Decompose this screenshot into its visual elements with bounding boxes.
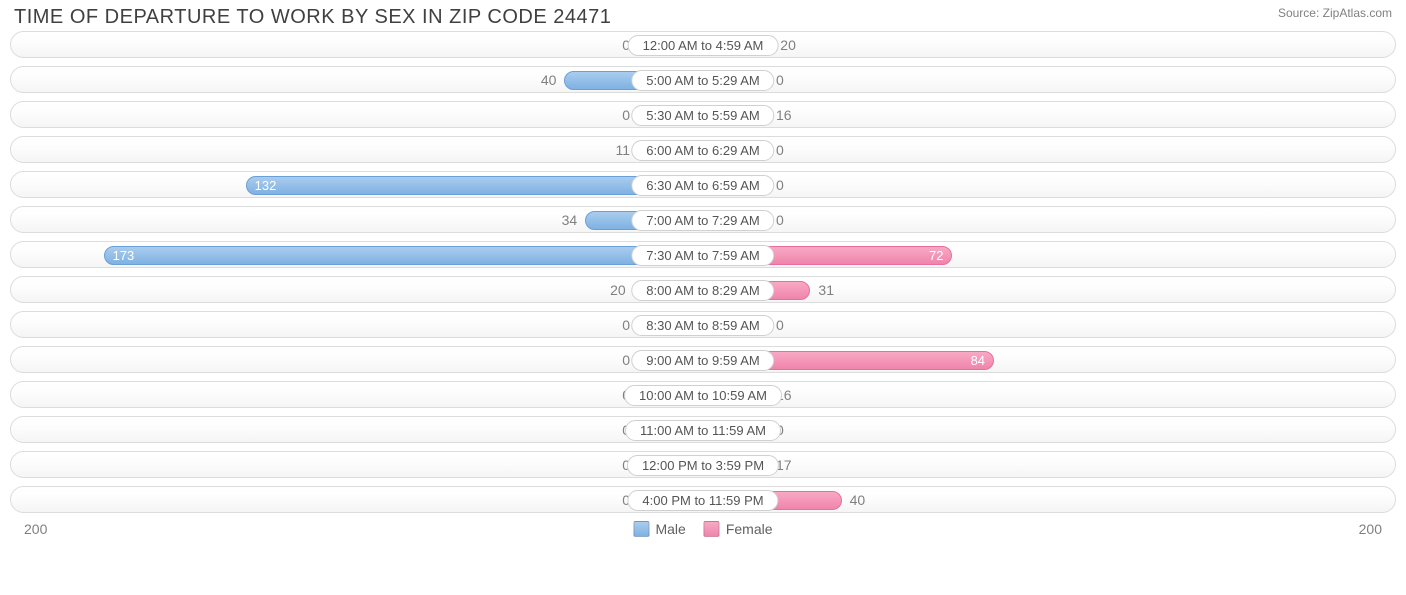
chart-row: 008:30 AM to 8:59 AM	[10, 311, 1396, 338]
category-label: 12:00 PM to 3:59 PM	[627, 455, 779, 476]
category-label: 8:30 AM to 8:59 AM	[631, 315, 774, 336]
chart-row: 13206:30 AM to 6:59 AM	[10, 171, 1396, 198]
category-label: 7:30 AM to 7:59 AM	[631, 245, 774, 266]
category-label: 12:00 AM to 4:59 AM	[628, 35, 779, 56]
chart-source: Source: ZipAtlas.com	[1278, 6, 1392, 20]
legend: Male Female	[633, 521, 772, 537]
chart-row: 0011:00 AM to 11:59 AM	[10, 416, 1396, 443]
chart-row: 20 31 8:00 AM to 8:29 AM	[10, 276, 1396, 303]
chart-row: 1106:00 AM to 6:29 AM	[10, 136, 1396, 163]
legend-item-female: Female	[704, 521, 773, 537]
chart-header: TIME OF DEPARTURE TO WORK BY SEX IN ZIP …	[0, 0, 1406, 31]
male-value: 40	[541, 67, 563, 92]
legend-item-male: Male	[633, 521, 685, 537]
legend-label-female: Female	[726, 521, 773, 537]
chart-row: 3407:00 AM to 7:29 AM	[10, 206, 1396, 233]
category-label: 5:00 AM to 5:29 AM	[631, 70, 774, 91]
chart-row: 4005:00 AM to 5:29 AM	[10, 66, 1396, 93]
category-label: 10:00 AM to 10:59 AM	[624, 385, 782, 406]
male-value: 20	[610, 277, 632, 302]
category-label: 9:00 AM to 9:59 AM	[631, 350, 774, 371]
category-label: 4:00 PM to 11:59 PM	[627, 490, 778, 511]
chart-row: 173727:30 AM to 7:59 AM	[10, 241, 1396, 268]
diverging-bar-chart: 02012:00 AM to 4:59 AM 4005:00 AM to 5:29…	[0, 31, 1406, 513]
category-label: 8:00 AM to 8:29 AM	[631, 280, 774, 301]
chart-row: 01610:00 AM to 10:59 AM	[10, 381, 1396, 408]
chart-row: 01712:00 PM to 3:59 PM	[10, 451, 1396, 478]
male-bar: 173	[104, 246, 703, 265]
female-value: 40	[844, 487, 866, 512]
chart-row: 0849:00 AM to 9:59 AM	[10, 346, 1396, 373]
axis-max-right: 200	[1359, 521, 1382, 537]
category-label: 11:00 AM to 11:59 AM	[625, 420, 781, 441]
swatch-male	[633, 521, 649, 537]
chart-footer: 200 Male Female 200	[0, 519, 1406, 543]
swatch-female	[704, 521, 720, 537]
male-value: 34	[562, 207, 584, 232]
legend-label-male: Male	[655, 521, 685, 537]
chart-title: TIME OF DEPARTURE TO WORK BY SEX IN ZIP …	[14, 6, 611, 29]
category-label: 5:30 AM to 5:59 AM	[631, 105, 774, 126]
category-label: 6:30 AM to 6:59 AM	[631, 175, 774, 196]
axis-max-left: 200	[24, 521, 47, 537]
chart-row: 0404:00 PM to 11:59 PM	[10, 486, 1396, 513]
female-value: 31	[812, 277, 834, 302]
chart-row: 02012:00 AM to 4:59 AM	[10, 31, 1396, 58]
category-label: 6:00 AM to 6:29 AM	[631, 140, 774, 161]
category-label: 7:00 AM to 7:29 AM	[631, 210, 774, 231]
chart-row: 0165:30 AM to 5:59 AM	[10, 101, 1396, 128]
